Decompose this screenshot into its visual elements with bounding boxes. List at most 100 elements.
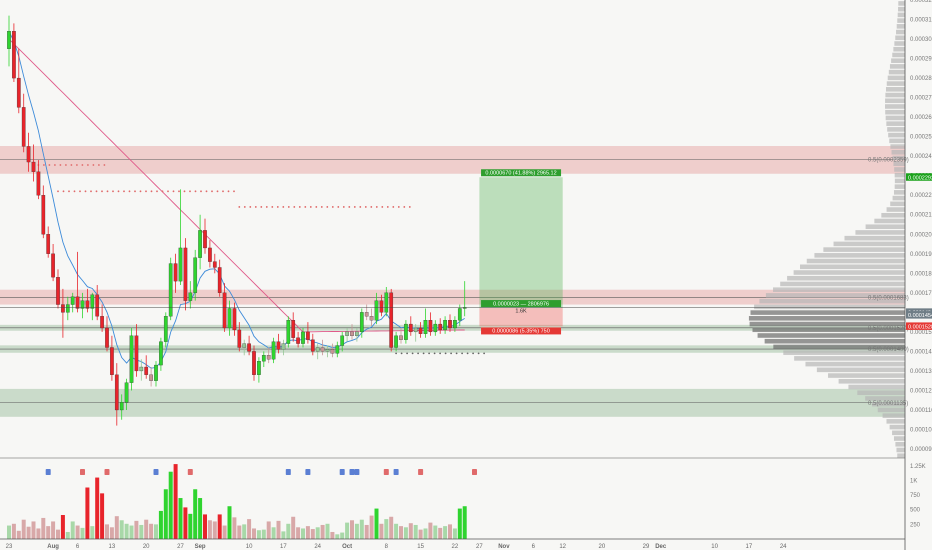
dotted-level-dot: [238, 206, 241, 208]
candle-body: [144, 366, 149, 375]
dotted-level-dot: [167, 190, 169, 193]
profile-bar: [877, 407, 905, 413]
dotted-level-dot: [183, 190, 186, 193]
candle-body: [423, 320, 428, 334]
volume-tick-label: 250: [910, 522, 921, 528]
price-tick-label: 0.0002100: [910, 213, 932, 219]
dotted-level-dot: [200, 190, 202, 193]
time-tick-label: Sep: [195, 544, 206, 550]
profile-bar: [885, 98, 905, 104]
dotted-level-dot: [233, 190, 235, 193]
volume-bar: [36, 528, 41, 539]
price-tick-label: 0.0002400: [910, 154, 932, 160]
candle-body: [428, 320, 433, 333]
candle-body: [227, 308, 232, 329]
dotted-level-dot: [359, 206, 362, 208]
profile-bar: [882, 413, 905, 418]
candle-body: [70, 296, 75, 305]
volume-bar: [389, 516, 394, 539]
event-marker: [418, 469, 424, 475]
profile-bar: [894, 167, 905, 172]
price-badge-bg: [906, 311, 932, 319]
dotted-level-dot: [57, 190, 59, 193]
candle-body: [173, 263, 178, 282]
time-tick-label: 6: [532, 544, 536, 550]
candle-body: [193, 257, 198, 293]
profile-bar: [757, 333, 905, 338]
price-tick-label: 0.0001700: [910, 291, 932, 297]
volume-bar: [105, 524, 109, 539]
profile-bar: [857, 390, 905, 396]
candle-body: [252, 351, 256, 375]
profile-bar: [896, 29, 905, 35]
volume-bar: [222, 525, 227, 539]
profile-bar: [897, 453, 905, 458]
candle-body: [399, 335, 403, 340]
volume-bar: [462, 506, 467, 539]
volume-bar: [408, 523, 413, 539]
volume-bar: [379, 523, 384, 539]
profile-bar: [814, 253, 905, 258]
volume-bar: [423, 528, 428, 539]
profile-bar: [895, 441, 905, 447]
volume-bar: [271, 527, 276, 539]
profile-bar: [891, 58, 905, 63]
zone-label: 0.5(0.0001683): [868, 296, 909, 302]
candle-body: [26, 146, 31, 163]
time-tick-label: 6: [76, 544, 80, 550]
dotted-level-dot: [68, 190, 70, 193]
volume-bar: [252, 528, 256, 539]
candle-body: [56, 277, 60, 305]
dotted-level-dot: [87, 164, 89, 166]
dotted-level-dot: [331, 206, 334, 208]
candle-body: [183, 247, 188, 301]
dotted-level-dot: [395, 352, 397, 355]
dotted-level-dot: [397, 206, 400, 208]
dotted-level-dot: [320, 206, 323, 208]
candle-body: [306, 331, 310, 340]
candle-body: [276, 341, 281, 350]
candle-body: [242, 343, 247, 348]
price-tick-label: 0.0001100: [910, 408, 932, 414]
candle-body: [369, 316, 374, 321]
time-tick-label: 10: [246, 544, 253, 550]
candle-body: [286, 320, 291, 344]
candle-body: [301, 331, 305, 344]
volume-bar: [310, 529, 315, 539]
candle-body: [163, 316, 168, 342]
event-marker: [104, 469, 110, 475]
dotted-level-dot: [150, 190, 153, 193]
profile-bar: [871, 401, 905, 407]
event-marker: [472, 469, 477, 475]
target-label-bg: [481, 169, 562, 177]
candle-body: [433, 323, 438, 333]
dotted-level-dot: [76, 164, 78, 166]
dotted-level-dot: [106, 190, 109, 193]
volume-bar: [457, 508, 462, 539]
volume-bar: [114, 516, 119, 539]
candle-body: [247, 343, 251, 352]
candle-body: [438, 323, 443, 331]
volume-tick-label: 500: [910, 508, 921, 514]
candle-body: [198, 230, 202, 258]
volume-bar: [7, 525, 11, 539]
event-marker: [393, 469, 399, 475]
candle-body: [203, 230, 207, 249]
dotted-level-dot: [134, 190, 136, 193]
profile-bar: [833, 241, 905, 247]
dotted-level-dot: [117, 190, 120, 193]
candle-body: [129, 335, 134, 383]
volume-bar: [144, 519, 149, 539]
volume-bar: [237, 525, 242, 539]
dotted-level-dot: [271, 206, 274, 208]
dotted-level-dot: [428, 352, 430, 355]
profile-bar: [865, 396, 905, 401]
event-marker: [45, 469, 51, 475]
volume-bar: [41, 517, 46, 539]
dotted-level-dot: [315, 206, 318, 208]
price-tick-label: 0.0001300: [910, 369, 932, 375]
time-tick-label: 13: [109, 544, 116, 550]
profile-bar: [773, 344, 905, 350]
